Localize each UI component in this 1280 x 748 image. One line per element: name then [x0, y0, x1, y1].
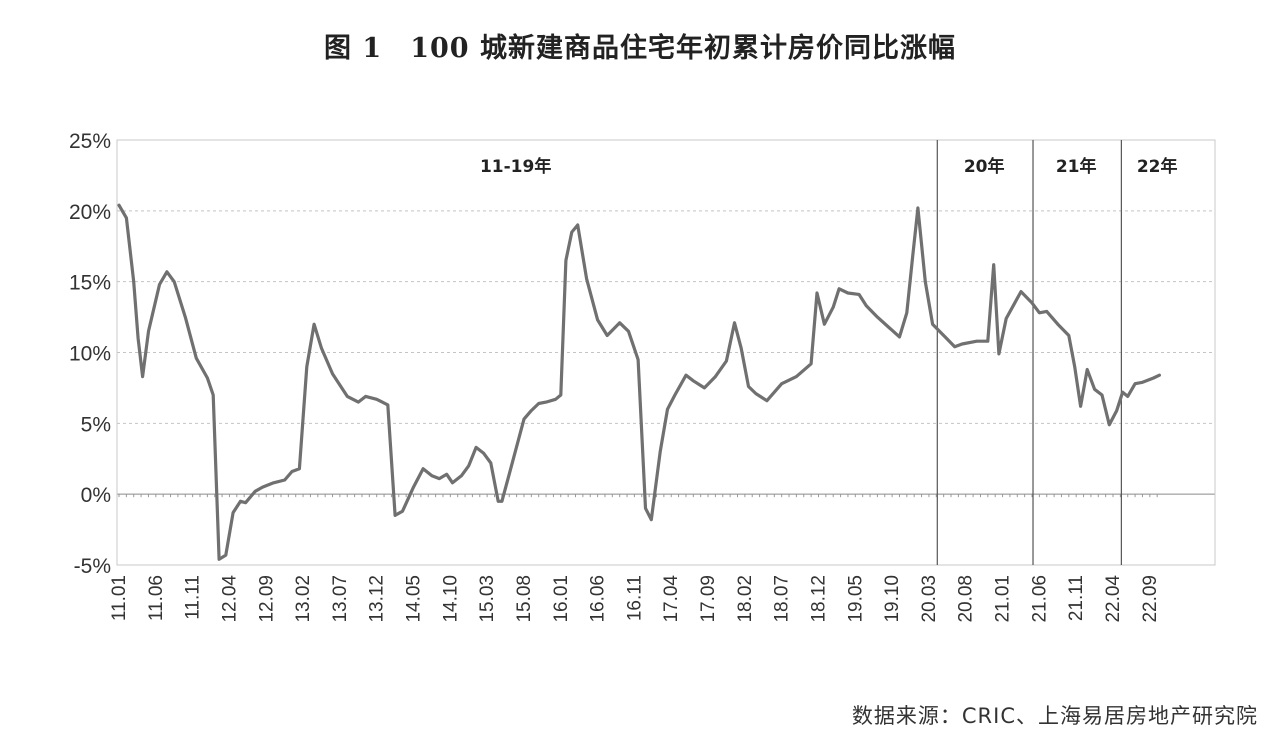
x-tick-label: 18.07	[772, 575, 793, 623]
data-source-note: 数据来源：CRIC、上海易居房地产研究院	[851, 704, 1258, 728]
x-tick-label: 22.04	[1103, 575, 1124, 623]
y-tick-label: 0%	[81, 484, 111, 507]
period-label: 21年	[1056, 156, 1097, 177]
x-tick-label: 18.02	[735, 575, 756, 623]
x-tick-label: 20.03	[919, 575, 940, 623]
period-label: 22年	[1137, 156, 1178, 177]
x-tick-label: 21.11	[1066, 575, 1087, 621]
x-tick-label: 15.08	[514, 575, 535, 623]
y-tick-label: -5%	[74, 555, 111, 578]
x-tick-label: 16.01	[551, 575, 572, 623]
series-line	[117, 203, 1161, 561]
x-tick-label: 19.05	[845, 575, 866, 623]
x-tick-label: 20.08	[956, 575, 977, 623]
x-tick-label: 14.10	[440, 575, 461, 623]
y-tick-label: 10%	[69, 343, 111, 366]
y-tick-label: 15%	[69, 272, 111, 295]
x-tick-label: 13.12	[367, 575, 388, 623]
x-tick-label: 21.01	[993, 575, 1014, 623]
chart-title: 图 1 100 城新建商品住宅年初累计房价同比涨幅	[324, 33, 956, 64]
x-tick-label: 21.06	[1029, 575, 1050, 623]
x-tick-label: 22.09	[1140, 575, 1161, 623]
x-tick-label: 11.11	[183, 575, 204, 620]
x-tick-label: 11.01	[109, 575, 130, 621]
x-tick-label: 17.04	[661, 575, 682, 623]
x-tick-label: 17.09	[698, 575, 719, 623]
period-label: 11-19年	[480, 156, 551, 177]
x-tick-label: 15.03	[477, 575, 498, 623]
x-tick-label: 12.09	[256, 575, 277, 623]
plot-area-border	[116, 139, 1216, 566]
x-tick-label: 13.07	[330, 575, 351, 623]
period-label: 20年	[964, 156, 1005, 177]
x-tick-label: 13.02	[293, 575, 314, 623]
x-tick-label: 19.10	[882, 575, 903, 623]
x-tick-label: 16.11	[624, 575, 645, 621]
y-tick-label: 5%	[81, 413, 111, 436]
x-tick-label: 16.06	[588, 575, 609, 623]
x-tick-label: 14.05	[404, 575, 425, 623]
y-tick-label: 20%	[69, 201, 111, 224]
x-tick-label: 11.06	[146, 575, 167, 621]
x-tick-label: 18.12	[808, 575, 829, 623]
y-tick-label: 25%	[69, 130, 111, 153]
x-tick-label: 12.04	[219, 575, 240, 623]
